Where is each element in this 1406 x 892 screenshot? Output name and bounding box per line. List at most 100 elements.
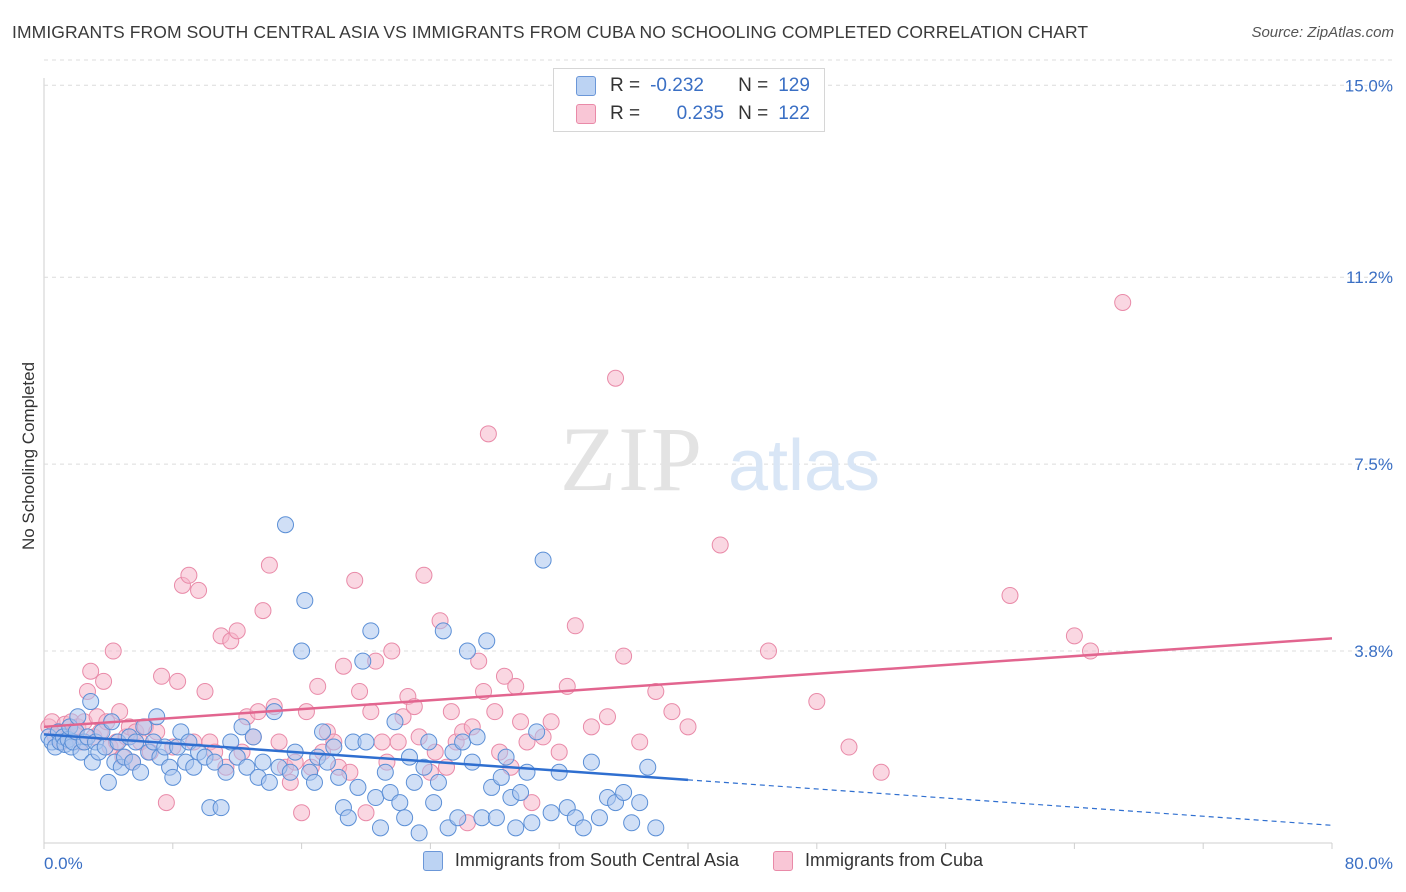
- south-central-asia-point: [449, 809, 467, 827]
- cuba-point: [293, 804, 311, 822]
- south-central-asia-point: [296, 592, 314, 610]
- south-central-asia-trend-line: [43, 733, 689, 782]
- cuba-point: [196, 682, 214, 700]
- cuba-point: [647, 682, 665, 700]
- cuba-point: [607, 369, 625, 387]
- south-central-asia-point: [82, 693, 100, 711]
- south-central-asia-point: [217, 763, 235, 781]
- legend-n-label: N =: [738, 75, 769, 96]
- south-central-asia-point: [396, 809, 414, 827]
- cuba-point: [157, 794, 175, 812]
- south-central-asia-point: [631, 794, 649, 812]
- y-tick-label: 7.5%: [1354, 455, 1393, 474]
- south-central-asia-point: [212, 799, 230, 817]
- cuba-point: [512, 713, 530, 731]
- cuba-point: [872, 763, 890, 781]
- cuba-point: [479, 425, 497, 443]
- south-central-asia-point: [542, 804, 560, 822]
- south-central-asia-point: [357, 733, 375, 751]
- source-label: Source: ZipAtlas.com: [1251, 24, 1394, 41]
- south-central-asia-point: [293, 642, 311, 660]
- south-central-asia-point: [325, 738, 343, 756]
- south-central-asia-point: [468, 728, 486, 746]
- south-central-asia-point: [518, 763, 536, 781]
- cuba-point: [679, 718, 697, 736]
- south-central-asia-point: [185, 758, 203, 776]
- cuba-point: [104, 642, 122, 660]
- cuba-point: [95, 672, 113, 690]
- legend-swatch-pink: [576, 104, 596, 124]
- legend-n-value: 122: [778, 103, 810, 124]
- legend-swatch-blue: [576, 76, 596, 96]
- watermark-atlas: atlas: [728, 426, 880, 506]
- cuba-point: [309, 677, 327, 695]
- south-central-asia-trend-extension: [687, 779, 1333, 826]
- south-central-asia-point: [512, 783, 530, 801]
- south-central-asia-point: [260, 773, 278, 791]
- south-central-asia-point: [410, 824, 428, 842]
- cuba-point: [153, 667, 171, 685]
- cuba-point: [550, 743, 568, 761]
- cuba-point: [351, 682, 369, 700]
- south-central-asia-point: [478, 632, 496, 650]
- south-central-asia-point: [99, 773, 117, 791]
- cuba-point: [270, 733, 288, 751]
- cuba-point: [1065, 627, 1083, 645]
- south-central-asia-point: [164, 768, 182, 786]
- south-central-asia-point: [233, 718, 251, 736]
- cuba-point: [470, 652, 488, 670]
- south-central-asia-point: [534, 551, 552, 569]
- series-legend-label: Immigrants from South Central Asia: [454, 850, 740, 870]
- south-central-asia-point: [371, 819, 389, 837]
- cuba-point: [1001, 586, 1019, 604]
- y-tick-label: 3.8%: [1354, 642, 1393, 661]
- series-swatch-blue: [422, 850, 443, 871]
- south-central-asia-point: [244, 728, 262, 746]
- cuba-point: [1082, 642, 1099, 660]
- south-central-asia-point: [400, 748, 418, 766]
- cuba-point: [346, 571, 364, 589]
- south-central-asia-point: [305, 773, 323, 791]
- cuba-point: [542, 713, 560, 731]
- south-central-asia-point: [487, 809, 505, 827]
- south-central-asia-point: [425, 794, 443, 812]
- cuba-point: [82, 662, 100, 680]
- cuba-point: [507, 677, 525, 695]
- south-central-asia-point: [391, 794, 409, 812]
- series-legend: Immigrants from South Central Asia Immig…: [0, 850, 1406, 871]
- y-axis-title: No Schooling Completed: [19, 362, 38, 550]
- cuba-point: [180, 566, 198, 584]
- south-central-asia-point: [623, 814, 641, 832]
- cuba-point: [760, 642, 777, 660]
- south-central-asia-point: [463, 753, 481, 771]
- south-central-asia-point: [458, 642, 476, 660]
- south-central-asia-point: [362, 622, 380, 640]
- series-legend-label: Immigrants from Cuba: [805, 850, 984, 870]
- chart-title: IMMIGRANTS FROM SOUTH CENTRAL ASIA VS IM…: [12, 22, 1089, 42]
- cuba-point: [260, 556, 278, 574]
- cuba-point: [1114, 293, 1132, 311]
- south-central-asia-point: [339, 809, 357, 827]
- cuba-point: [297, 703, 315, 721]
- south-central-asia-point: [69, 708, 87, 726]
- x-tick-label: 0.0%: [44, 854, 83, 873]
- south-central-asia-point: [222, 733, 240, 751]
- south-central-asia-point: [415, 758, 433, 776]
- cuba-point: [228, 622, 246, 640]
- south-central-asia-point: [354, 652, 372, 670]
- south-central-asia-point: [318, 753, 336, 771]
- south-central-asia-point: [367, 789, 385, 807]
- south-central-asia-point: [582, 753, 600, 771]
- cuba-point: [334, 657, 352, 675]
- south-central-asia-point: [376, 763, 394, 781]
- south-central-asia-point: [148, 708, 166, 726]
- south-central-asia-point: [434, 622, 452, 640]
- south-central-asia-point: [507, 819, 525, 837]
- series-swatch-pink: [773, 850, 794, 871]
- south-central-asia-point: [590, 809, 608, 827]
- south-central-asia-point: [523, 814, 541, 832]
- cuba-point: [190, 581, 208, 599]
- cuba-point: [615, 647, 633, 665]
- south-central-asia-point: [528, 723, 546, 741]
